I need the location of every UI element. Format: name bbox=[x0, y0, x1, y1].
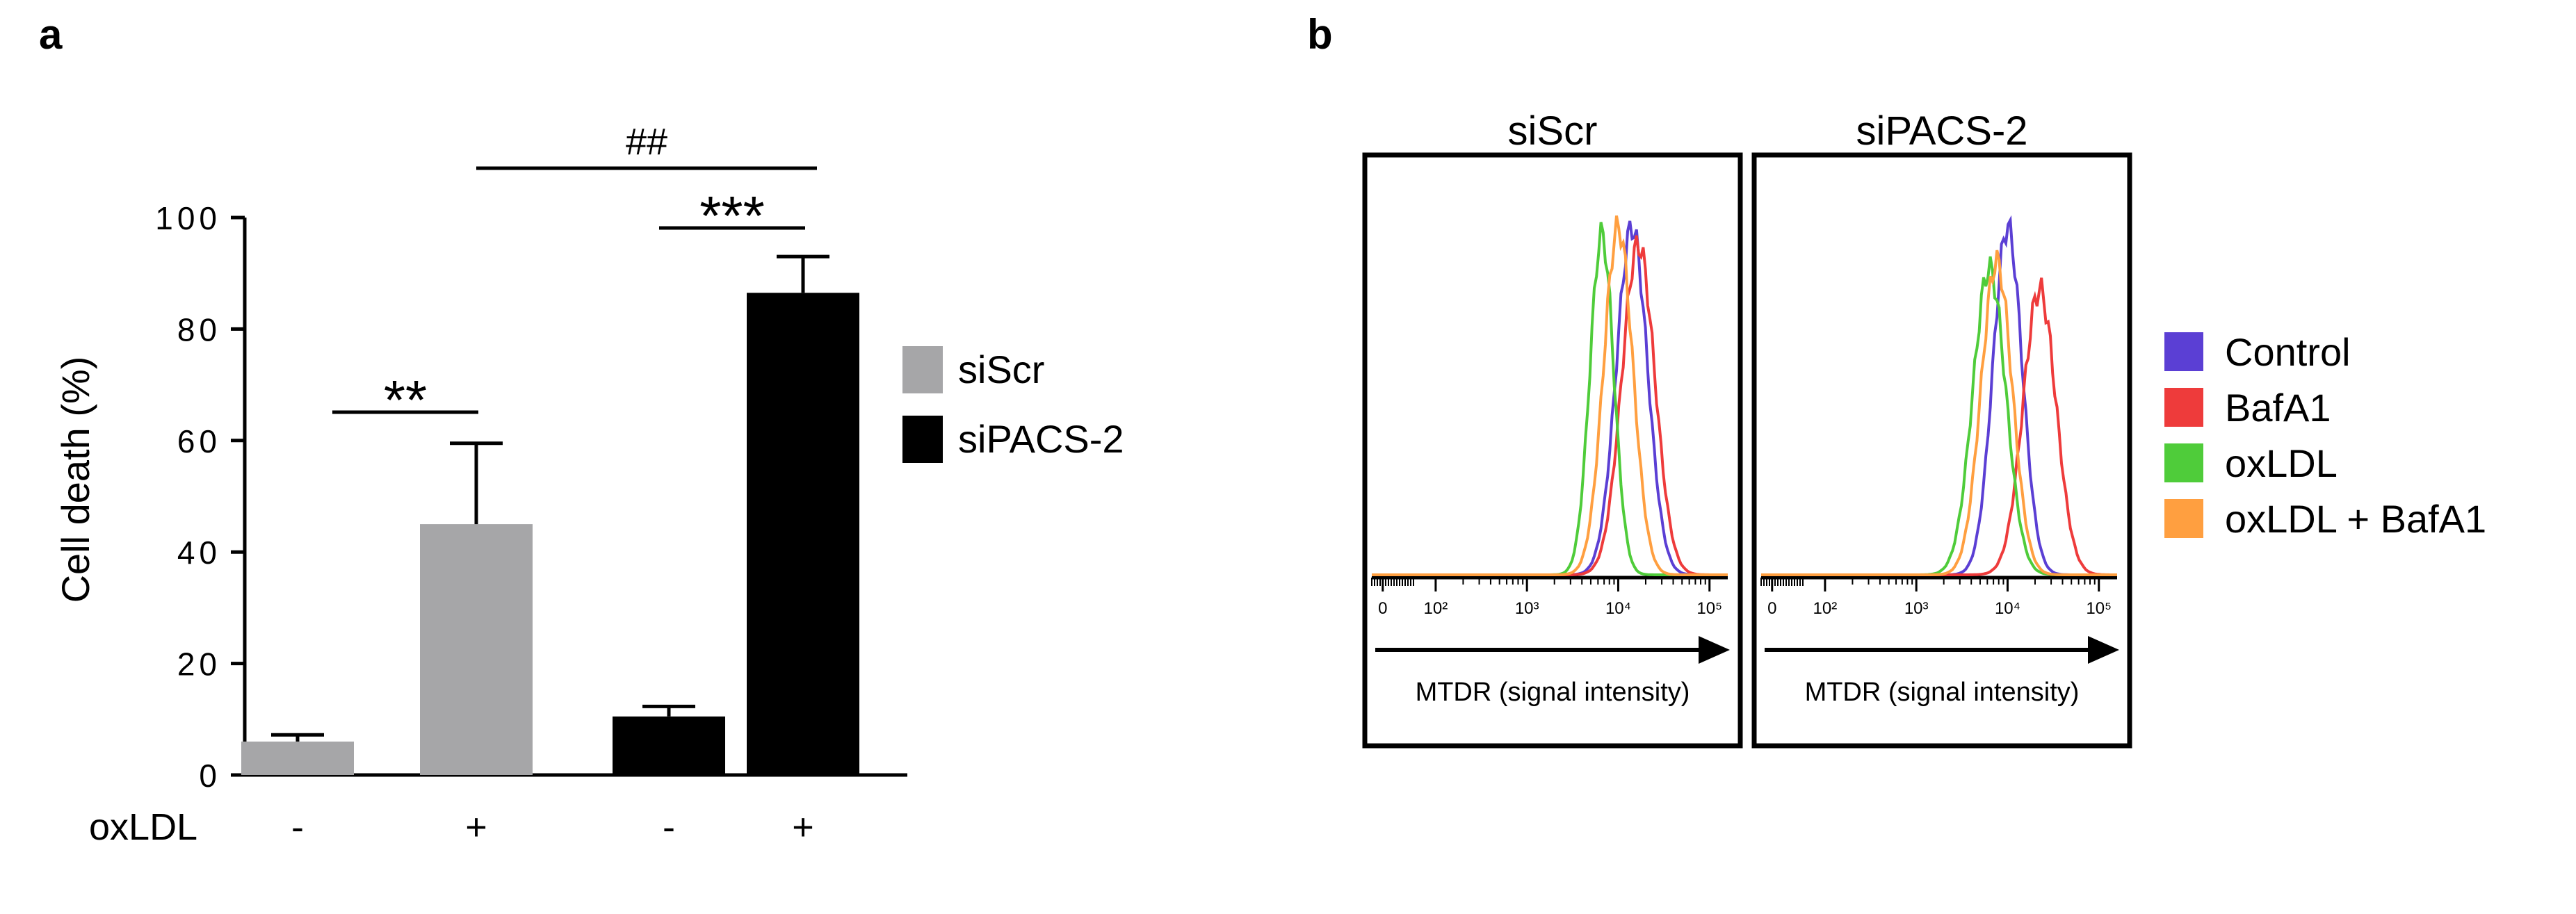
y-tick-label: 80 bbox=[177, 311, 221, 348]
legend-label: oxLDL bbox=[2225, 441, 2338, 485]
significance-label: ** bbox=[384, 369, 427, 431]
significance-label: *** bbox=[699, 185, 764, 247]
significance-label: ## bbox=[626, 121, 667, 163]
histogram-series-oxldl-bafa1 bbox=[1372, 215, 1728, 576]
y-tick-label: 40 bbox=[177, 534, 221, 571]
y-axis: 0 20 40 60 80 100 bbox=[155, 200, 907, 794]
legend-swatch bbox=[2164, 443, 2203, 482]
x-category-label: + bbox=[465, 806, 487, 848]
x-row-labels: oxLDL - + - + bbox=[89, 806, 814, 848]
legend-a: siScr siPACS-2 bbox=[902, 346, 1124, 463]
legend-b: Control BafA1 oxLDL oxLDL + BafA1 bbox=[2164, 330, 2486, 541]
bar-sipacs-2-control bbox=[613, 716, 725, 775]
y-tick-label: 0 bbox=[199, 758, 221, 794]
legend-label: BafA1 bbox=[2225, 386, 2331, 430]
legend-label: oxLDL + BafA1 bbox=[2225, 497, 2486, 541]
histogram-tick-label: 0 bbox=[1378, 599, 1387, 618]
histogram-tick-label: 10⁵ bbox=[1696, 599, 1722, 618]
y-tick-label: 20 bbox=[177, 646, 221, 683]
legend-swatch bbox=[2164, 332, 2203, 371]
legend-label: Control bbox=[2225, 330, 2351, 374]
panel-b-letter: b bbox=[1307, 11, 1333, 58]
significance-annotations: *****## bbox=[332, 121, 817, 431]
histogram-title: siPACS-2 bbox=[1856, 108, 2027, 154]
histogram-sipacs2: siPACS-2 0 10² 10³ 10⁴ 10⁵ MTDR (signal intens… bbox=[1751, 108, 2132, 749]
legend-swatch bbox=[902, 416, 943, 463]
bar-sipacs-2-oxldl bbox=[747, 293, 859, 775]
histogram-series-oxldl bbox=[1372, 222, 1728, 576]
x-category-label: - bbox=[663, 806, 675, 848]
histogram-siscr: siScr 0 10² 10³ 10⁴ 10⁵ MTDR (signal intensity… bbox=[1362, 108, 1743, 749]
histogram-series-bafa1 bbox=[1372, 235, 1728, 576]
y-tick-label: 100 bbox=[155, 200, 221, 236]
histogram-x-label: MTDR (signal intensity) bbox=[1416, 678, 1690, 707]
bar-siscr-oxldl bbox=[420, 524, 533, 775]
legend-label: siScr bbox=[958, 348, 1044, 391]
histogram-x-label: MTDR (signal intensity) bbox=[1805, 678, 2080, 707]
bars bbox=[241, 293, 859, 775]
histogram-tick-label: 10³ bbox=[1515, 599, 1539, 618]
axis-arrow-head bbox=[2088, 636, 2119, 664]
bar-siscr-control bbox=[241, 741, 354, 775]
histogram-series-oxldl bbox=[1761, 256, 2117, 576]
x-category-label: + bbox=[792, 806, 814, 848]
histogram-series-bafa1 bbox=[1761, 277, 2117, 576]
legend-swatch bbox=[2164, 388, 2203, 427]
histogram-tick-label: 10⁴ bbox=[1605, 599, 1631, 618]
histogram-tick-label: 10² bbox=[1813, 599, 1838, 618]
histogram-tick-label: 10⁵ bbox=[2086, 599, 2112, 618]
x-category-label: - bbox=[291, 806, 304, 848]
row-label-oxldl: oxLDL bbox=[89, 806, 197, 848]
histogram-frame bbox=[1751, 152, 2132, 749]
legend-swatch bbox=[902, 346, 943, 393]
histogram-series-oxldl-bafa1 bbox=[1761, 250, 2117, 576]
error-bars bbox=[271, 254, 829, 742]
panel-a-letter: a bbox=[39, 11, 63, 58]
histogram-tick-label: 10⁴ bbox=[1995, 599, 2020, 618]
legend-swatch bbox=[2164, 499, 2203, 538]
legend-label: siPACS-2 bbox=[958, 417, 1124, 461]
histogram-title: siScr bbox=[1508, 108, 1598, 154]
y-axis-label: Cell death (%) bbox=[54, 357, 97, 603]
histogram-tick-label: 10³ bbox=[1904, 599, 1929, 618]
histogram-series-control bbox=[1372, 220, 1728, 576]
histogram-tick-label: 10² bbox=[1424, 599, 1448, 618]
histogram-panel-b: siScr 0 10² 10³ 10⁴ 10⁵ MTDR (signal intensity… bbox=[1362, 108, 2132, 749]
histogram-tick-label: 0 bbox=[1767, 599, 1776, 618]
y-tick-label: 60 bbox=[177, 423, 221, 459]
histogram-series-control bbox=[1761, 215, 2117, 576]
histogram-frame bbox=[1362, 152, 1743, 749]
axis-arrow-head bbox=[1699, 636, 1730, 664]
